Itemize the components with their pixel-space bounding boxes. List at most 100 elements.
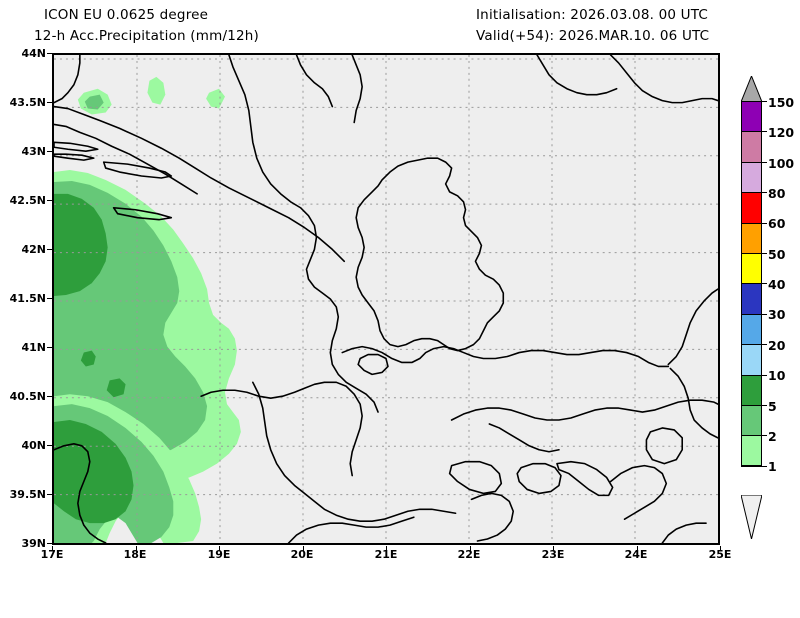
colorbar-label-5: 5 [768,399,777,414]
colorbar-divider [741,344,762,346]
colorbar-tick [762,435,767,437]
ytick-mark [47,200,52,201]
xtick-mark [553,546,554,551]
coast-greece-south [287,516,415,543]
colorbar-label-2: 2 [768,429,777,444]
xtick-label-18e: 18E [123,548,147,561]
ytick-label-43n: 43N [21,145,46,158]
xtick-label-25e: 25E [708,548,732,561]
colorbar-label-80: 80 [768,186,786,201]
coast-chalkidiki [609,464,668,520]
ytick-label-39n: 39N [21,537,46,550]
island-evia [661,522,707,543]
island-hvar [102,161,173,179]
colorbar-segment-1-2 [741,435,762,466]
colorbar-label-20: 20 [768,338,786,353]
colorbar-label-100: 100 [768,156,795,171]
xtick-label-20e: 20E [290,548,314,561]
colorbar-segment-40-50 [741,253,762,284]
border-north-a [295,55,334,108]
colorbar-label-50: 50 [768,247,786,262]
precip-patch-dalmatia-b [206,88,225,109]
border-bosnia-serbia [228,55,379,413]
ytick-label-425n: 42.5N [9,194,46,207]
ytick-mark [47,53,52,54]
border-macedonia-north [341,345,670,368]
initialisation-time: Initialisation: 2026.03.08. 00 UTC [476,7,709,23]
map-plot-area [52,53,720,545]
colorbar-segment-5-10 [741,374,762,405]
colorbar-segment-80-100 [741,161,762,193]
colorbar-divider [741,374,762,376]
xtick-label-21e: 21E [374,548,398,561]
border-bulgaria-east [667,288,718,366]
island-lemnos-b [556,460,614,497]
island-thasos [645,427,684,465]
border-north-b [351,55,363,124]
precip-core-5mm-north [54,193,108,297]
colorbar-label-120: 120 [768,125,795,140]
colorbar-overflow-arrow [741,76,762,102]
colorbar-segment-10-20 [741,344,762,375]
colorbar-segment-50-60 [741,222,762,253]
colorbar-segment-120-150 [741,101,762,132]
xtick-label-23e: 23E [541,548,565,561]
colorbar-segment-30-40 [741,283,762,314]
coast-aegean-north-b [488,423,560,453]
colorbar-tick [762,101,767,102]
coast-albania [200,381,363,477]
precipitation-shading [54,76,241,543]
ytick-label-405n: 40.5N [9,390,46,403]
border-kosovo [355,157,505,352]
colorbar-label-150: 150 [768,95,795,110]
precip-speck-north-a [80,350,96,367]
map-canvas [54,55,718,543]
border-bosnia-west [54,55,81,104]
colorbar-tick [762,161,767,163]
border-macedonia-loop [357,353,389,376]
coastlines-and-borders [54,55,718,543]
border-bulgaria-greece [669,367,718,439]
ytick-mark [47,298,52,299]
colorbar-segment-60-80 [741,192,762,223]
colorbar-divider [741,435,762,437]
ytick-label-44n: 44N [21,47,46,60]
xtick-mark [386,546,387,551]
coast-albania-south [54,443,107,543]
border-danube [609,55,718,104]
colorbar-label-60: 60 [768,216,786,231]
colorbar-divider [741,192,762,194]
xtick-mark [135,546,137,551]
colorbar-label-10: 10 [768,368,786,383]
colorbar [741,101,762,496]
ytick-label-395n: 39.5N [9,488,46,501]
xtick-label-17e: 17E [40,548,64,561]
colorbar-divider [741,405,762,406]
ytick-label-41n: 41N [21,341,46,354]
island-skyros [448,460,503,495]
xtick-mark [52,546,53,551]
ytick-mark [47,494,52,495]
xtick-mark [302,546,304,551]
colorbar-tick [762,222,767,224]
colorbar-label-40: 40 [768,277,786,292]
colorbar-segment-20-30 [741,313,762,345]
colorbar-tick [762,344,767,346]
coast-thermaikos [470,492,515,542]
colorbar-divider [741,253,762,254]
colorbar-tick [762,313,767,315]
colorbar-tick [762,131,767,133]
ytick-label-40n: 40N [21,439,46,452]
coast-dalmatia-inner [54,123,198,195]
colorbar-divider [741,101,762,102]
ytick-mark [47,102,52,103]
colorbar-divider [741,222,762,224]
island-brac [54,153,95,161]
xtick-mark [636,546,638,551]
ytick-mark [47,249,52,250]
colorbar-tick [762,253,767,254]
ytick-mark [47,151,52,152]
ytick-label-435n: 43.5N [9,96,46,109]
colorbar-segment-100-120 [741,131,762,162]
